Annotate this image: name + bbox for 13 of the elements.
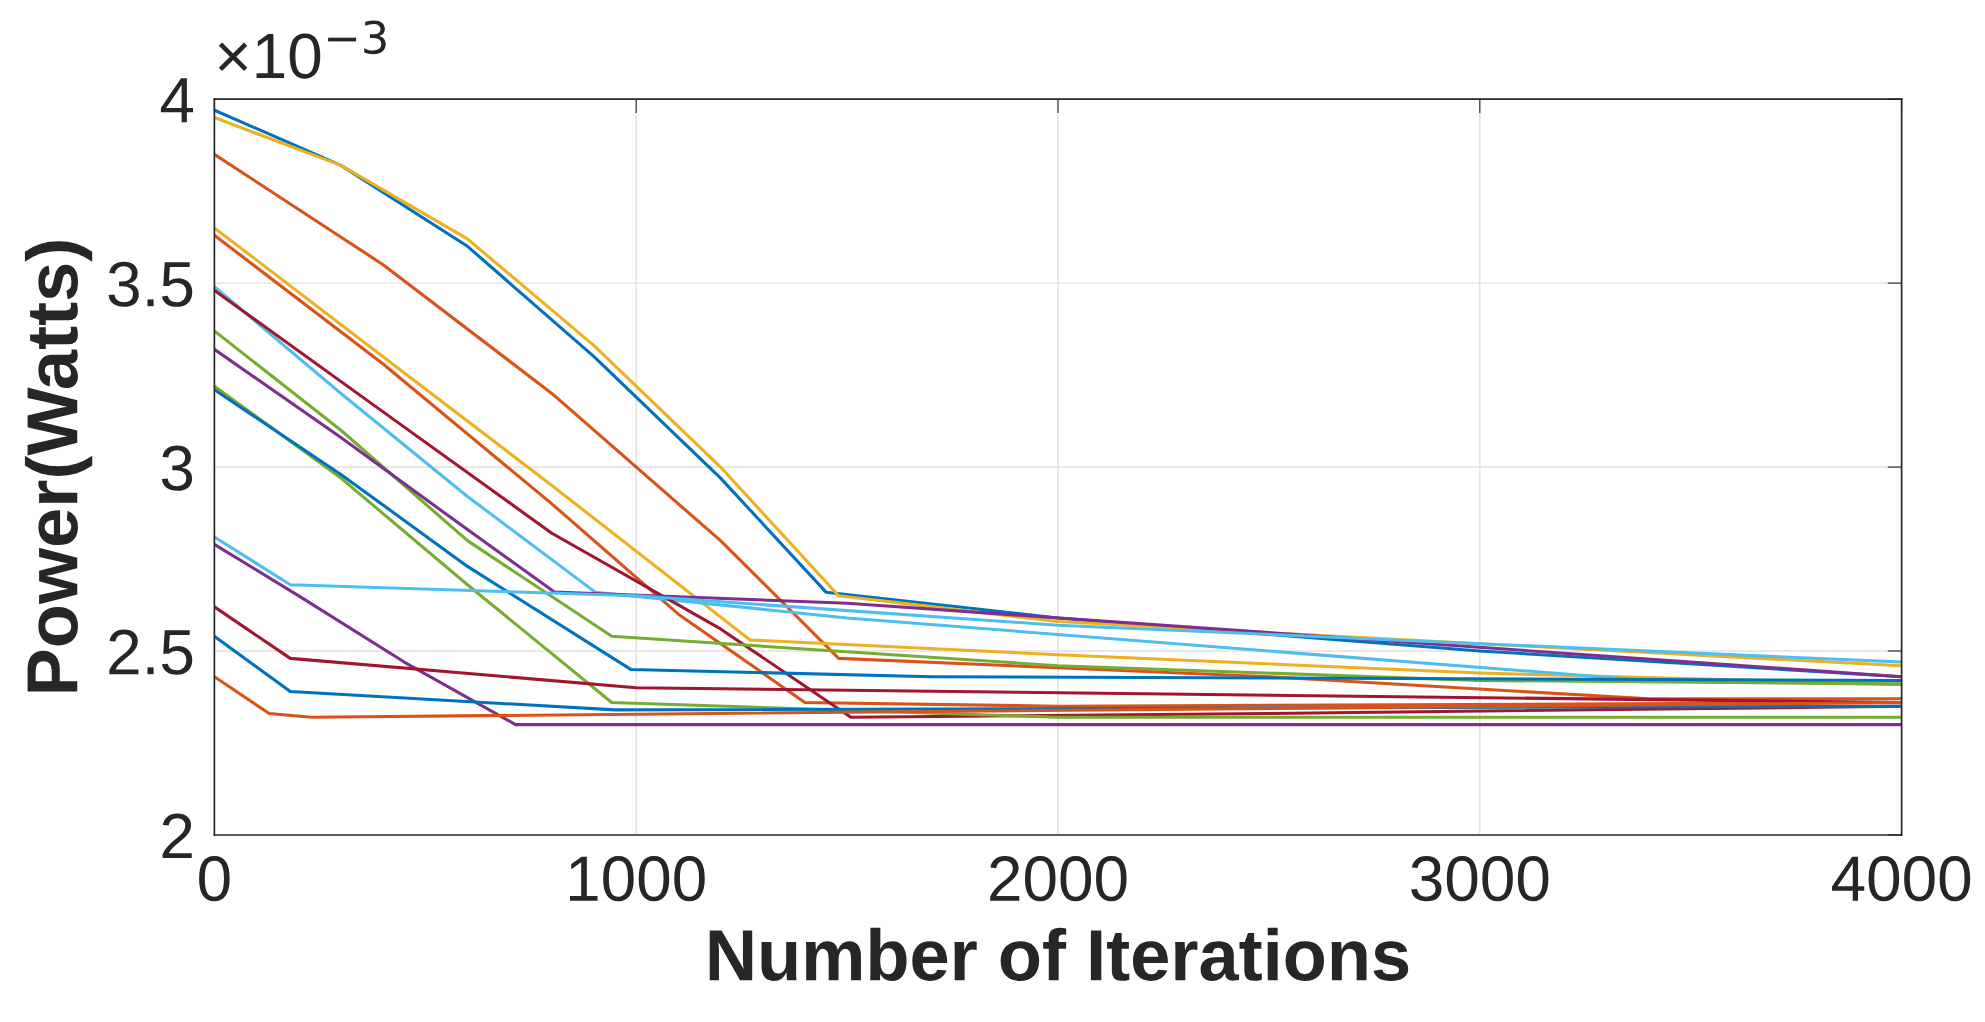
text: ×10$^{−3}$	[218, 20, 386, 79]
y-tick-label: 3.5	[108, 261, 193, 307]
y-axis-title: Power(Watts)	[24, 241, 93, 692]
y-tick-label: 3	[161, 445, 193, 491]
x-tick-label: 2000	[990, 856, 1127, 902]
x-tick-label: 4000	[1832, 856, 1971, 902]
x-tick-label: 0	[199, 856, 230, 902]
x-axis-title: Number of Iterations	[709, 927, 1409, 981]
y-tick-label: 2	[162, 813, 192, 859]
x-tick-label: 3000	[1411, 856, 1549, 902]
x-tick-label: 1000	[570, 856, 705, 902]
y-tick-label: 2.5	[109, 629, 193, 675]
y-tick-label: 4	[160, 78, 194, 123]
